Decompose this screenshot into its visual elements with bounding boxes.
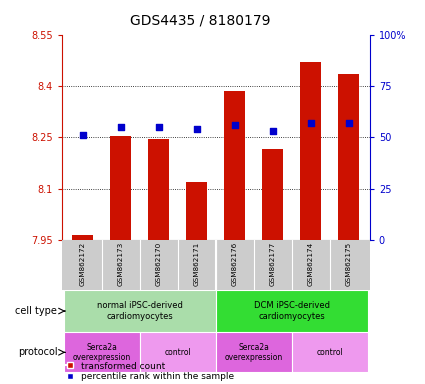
Point (193, 126, 200, 132)
Text: control: control (164, 348, 191, 357)
Bar (63, 290, 215, 332)
Bar (63, 332, 139, 372)
Bar (224, 91, 245, 240)
Text: GSM862172: GSM862172 (79, 242, 85, 286)
Bar (148, 139, 169, 240)
Bar (186, 182, 207, 240)
Text: normal iPSC-derived
cardiomyocytes: normal iPSC-derived cardiomyocytes (96, 301, 183, 321)
Point (346, 120, 352, 126)
Text: Serca2a
overexpression: Serca2a overexpression (224, 343, 283, 362)
Text: protocol: protocol (18, 347, 57, 358)
Bar (110, 136, 131, 240)
Bar (338, 74, 359, 240)
Text: GSM862176: GSM862176 (232, 242, 238, 286)
Text: DCM iPSC-derived
cardiomyocytes: DCM iPSC-derived cardiomyocytes (254, 301, 330, 321)
Text: cell type: cell type (15, 306, 57, 316)
Text: GSM862171: GSM862171 (194, 242, 200, 286)
Text: control: control (317, 348, 343, 357)
Text: GSM862177: GSM862177 (270, 242, 276, 286)
Legend: transformed count, percentile rank within the sample: transformed count, percentile rank withi… (66, 362, 234, 381)
Point (117, 124, 124, 130)
Text: GSM862170: GSM862170 (156, 242, 162, 286)
Point (231, 122, 238, 128)
Text: GSM862175: GSM862175 (346, 242, 352, 286)
Text: Serca2a
overexpression: Serca2a overexpression (72, 343, 131, 362)
Point (79, 132, 86, 138)
Point (307, 120, 314, 126)
Bar (300, 62, 321, 240)
Bar (262, 149, 283, 240)
Point (155, 124, 162, 130)
Bar (215, 332, 292, 372)
Bar (139, 332, 215, 372)
Text: GSM862174: GSM862174 (308, 242, 314, 286)
Bar (72, 235, 93, 240)
Bar (292, 332, 368, 372)
Text: GDS4435 / 8180179: GDS4435 / 8180179 (130, 13, 270, 27)
Point (269, 128, 276, 134)
Text: GSM862173: GSM862173 (118, 242, 124, 286)
Bar (215, 290, 368, 332)
